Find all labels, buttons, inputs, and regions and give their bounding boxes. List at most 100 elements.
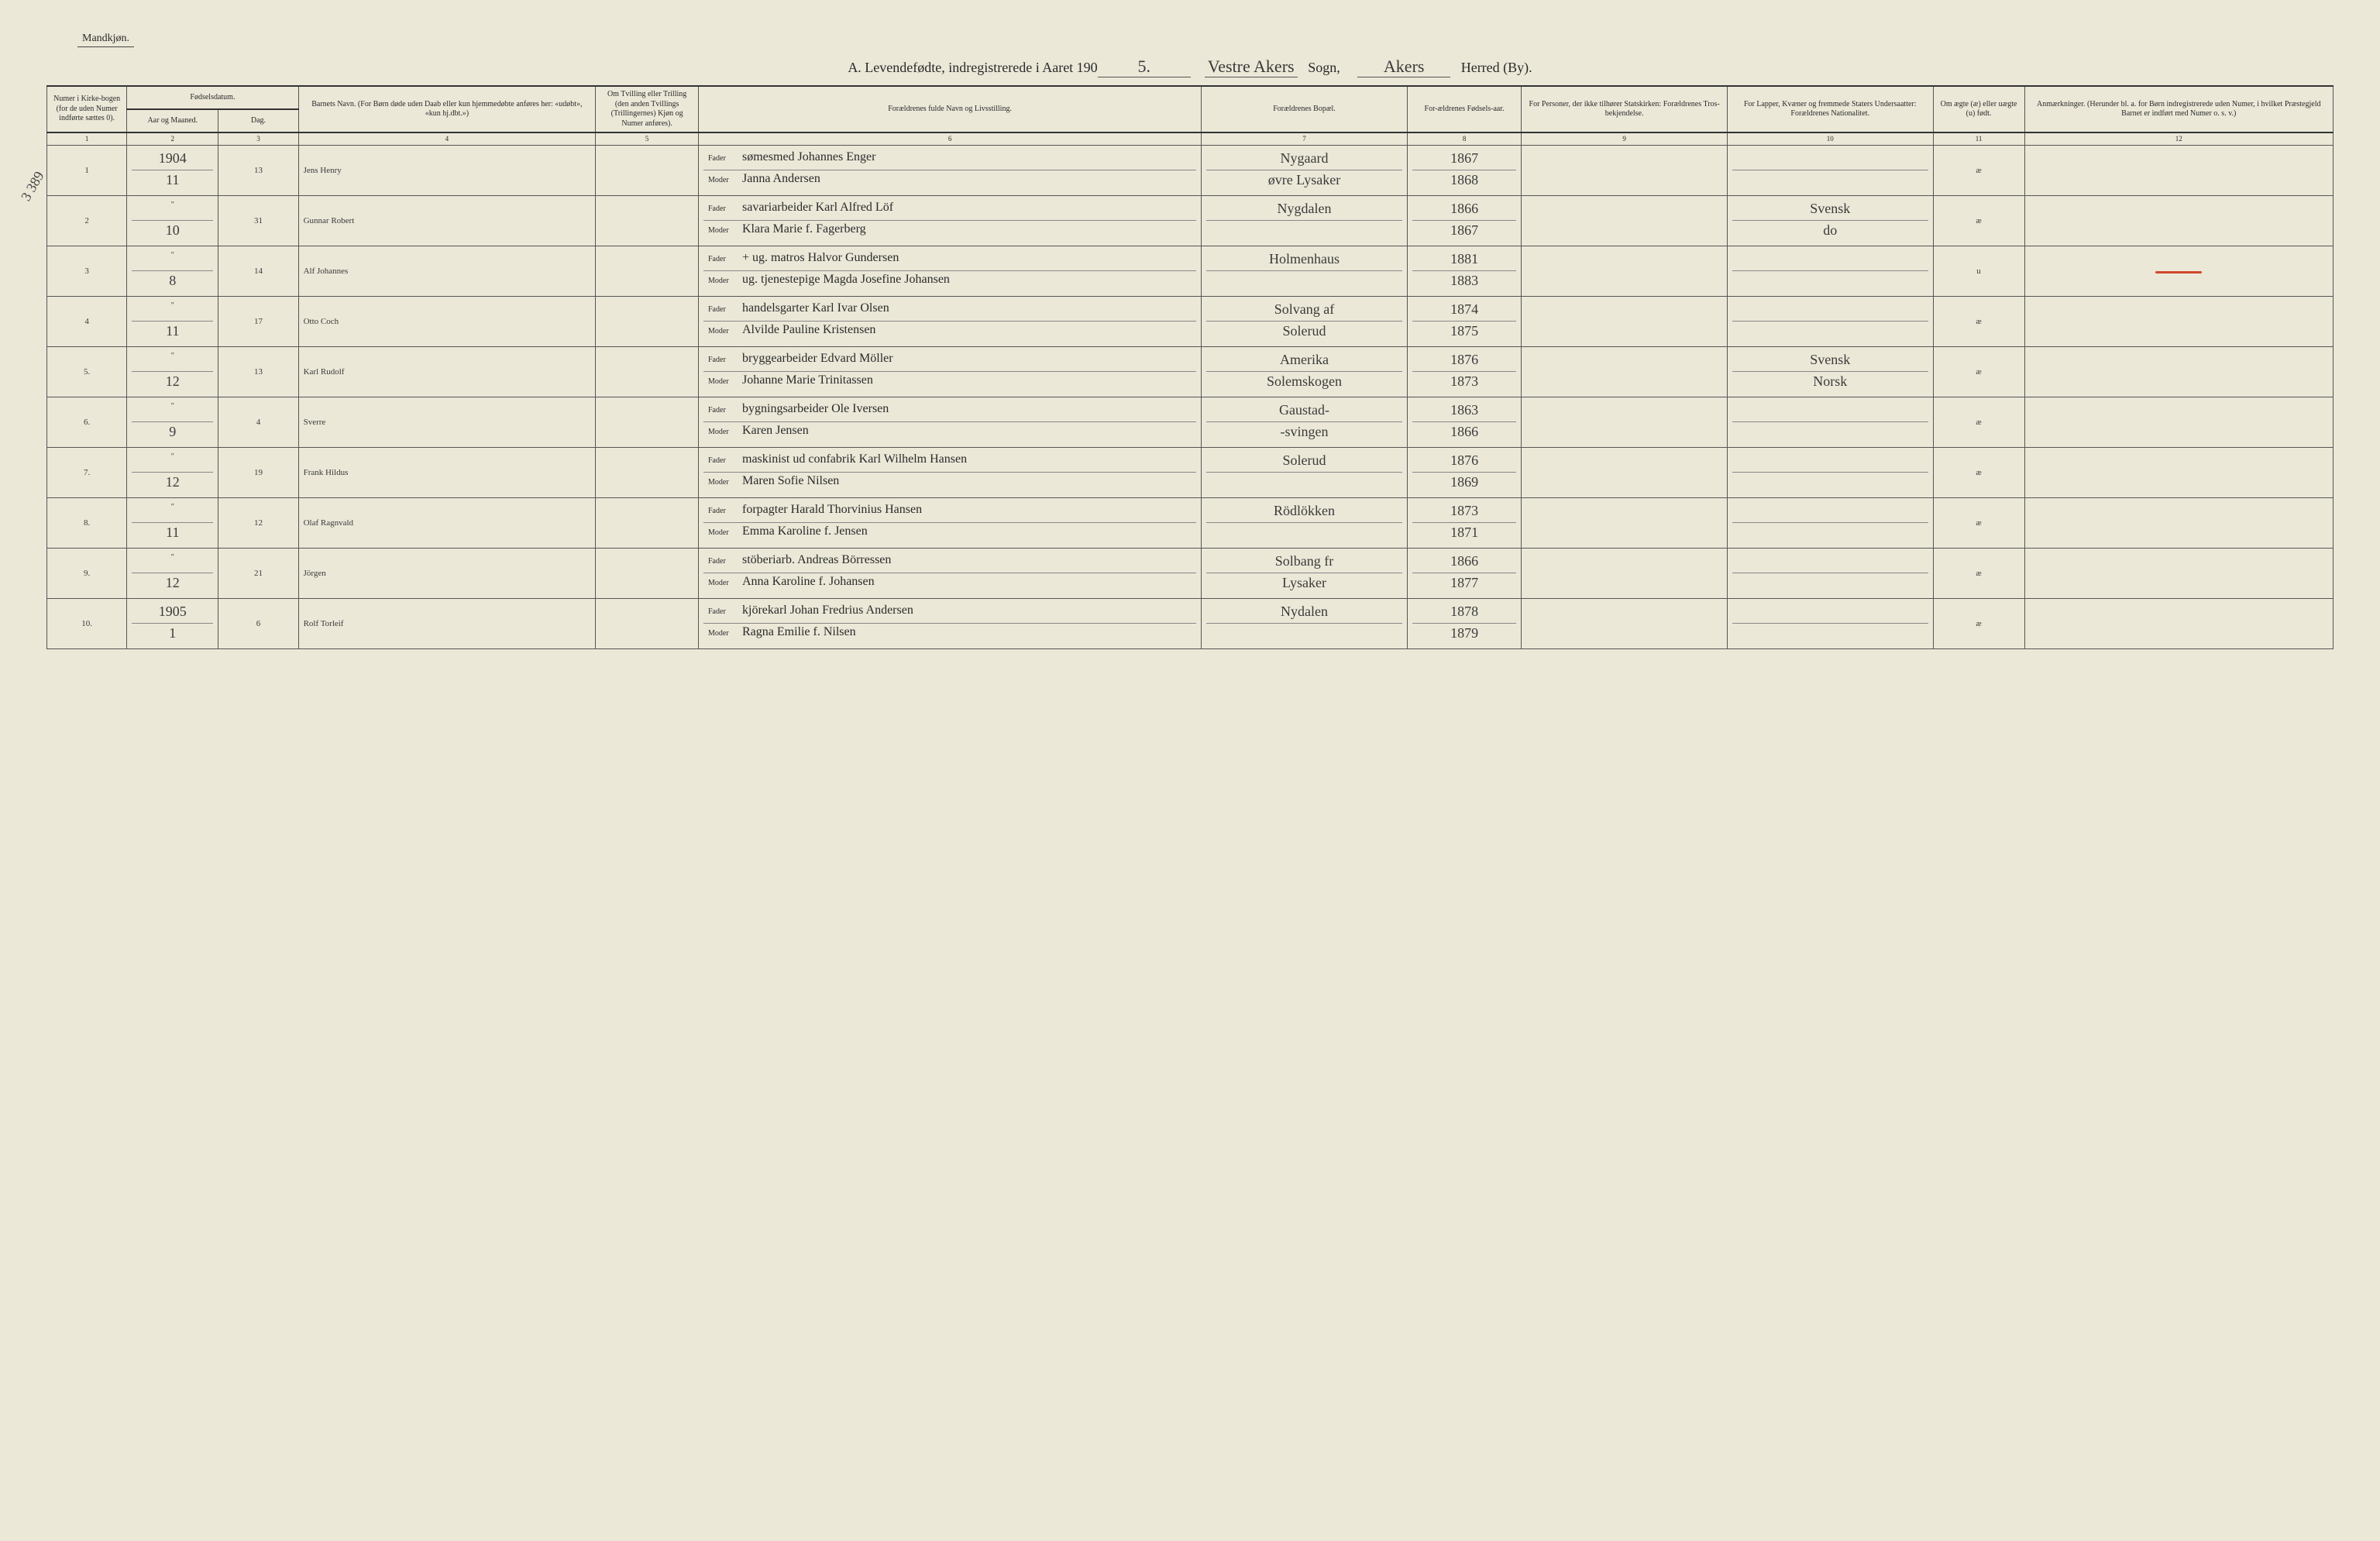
mother-birthyear: 1867: [1412, 221, 1517, 243]
parents-cell: Faderbryggearbeider Edvard Möller ModerJ…: [699, 347, 1202, 397]
year-month-cell: "8: [127, 246, 218, 297]
parents-cell: Fadermaskinist ud confabrik Karl Wilhelm…: [699, 448, 1202, 498]
father-label: Fader: [708, 255, 742, 263]
residence-father: Rödlökken: [1206, 501, 1402, 523]
child-name: Gunnar Robert: [298, 196, 596, 246]
mother-birthyear: 1875: [1412, 322, 1517, 343]
year-month-cell: "12: [127, 549, 218, 599]
month-value: 8: [132, 271, 213, 293]
father-label: Fader: [708, 557, 742, 566]
faith-cell: [1522, 498, 1728, 549]
entry-number: 1: [47, 146, 127, 196]
mother-name: Karen Jensen: [742, 424, 1192, 438]
parent-birthyear-cell: 1876 1873: [1407, 347, 1522, 397]
residence-cell: Nygaard øvre Lysaker: [1202, 146, 1408, 196]
residence-father: Solvang af: [1206, 300, 1402, 322]
father-name: bygningsarbeider Ole Iversen: [742, 402, 1192, 416]
residence-father: Nydalen: [1206, 602, 1402, 624]
register-page: Mandkjøn. A. Levendefødte, indregistrere…: [46, 31, 2334, 649]
colnum-1: 1: [47, 132, 127, 146]
legitimacy: æ: [1933, 549, 2024, 599]
father-birthyear: 1866: [1412, 552, 1517, 573]
mother-label: Moder: [708, 277, 742, 285]
col-header-yearmonth: Aar og Maaned.: [127, 109, 218, 132]
legitimacy: æ: [1933, 196, 2024, 246]
residence-cell: Nydalen: [1202, 599, 1408, 649]
remarks: [2024, 549, 2333, 599]
residence-mother: [1206, 221, 1402, 243]
parent-birthyear-cell: 1867 1868: [1407, 146, 1522, 196]
twin-cell: [596, 146, 699, 196]
nationality-mother: Norsk: [1732, 372, 1928, 394]
child-name: Jens Henry: [298, 146, 596, 196]
table-row: 5. "12 13 Karl Rudolf Faderbryggearbeide…: [47, 347, 2334, 397]
residence-cell: Solerud: [1202, 448, 1408, 498]
child-name: Otto Coch: [298, 297, 596, 347]
twin-cell: [596, 196, 699, 246]
residence-father: Nygdalen: [1206, 199, 1402, 221]
child-name: Rolf Torleif: [298, 599, 596, 649]
father-name: + ug. matros Halvor Gundersen: [742, 251, 1192, 265]
nationality-father: [1732, 401, 1928, 422]
residence-mother: [1206, 271, 1402, 293]
parents-cell: Faderkjörekarl Johan Fredrius Andersen M…: [699, 599, 1202, 649]
legitimacy: æ: [1933, 599, 2024, 649]
residence-father: Holmenhaus: [1206, 249, 1402, 271]
remarks: [2024, 397, 2333, 448]
twin-cell: [596, 246, 699, 297]
nationality-cell: Svensk do: [1727, 196, 1933, 246]
parish-label: Sogn,: [1308, 60, 1340, 75]
child-name: Frank Hildus: [298, 448, 596, 498]
entry-number: 7.: [47, 448, 127, 498]
col-header-faith: For Personer, der ikke tilhører Statskir…: [1522, 86, 1728, 132]
year-month-cell: "10: [127, 196, 218, 246]
nationality-mother: [1732, 422, 1928, 444]
nationality-father: [1732, 300, 1928, 322]
colnum-12: 12: [2024, 132, 2333, 146]
year-month-cell: "12: [127, 347, 218, 397]
mother-name: Janna Andersen: [742, 172, 1192, 186]
table-row: 8. "11 12 Olaf Ragnvald Faderforpagter H…: [47, 498, 2334, 549]
father-birthyear: 1881: [1412, 249, 1517, 271]
parents-cell: Fadersavariarbeider Karl Alfred Löf Mode…: [699, 196, 1202, 246]
col-header-nationality: For Lapper, Kvæner og fremmede Staters U…: [1727, 86, 1933, 132]
nationality-cell: [1727, 297, 1933, 347]
remarks: [2024, 246, 2333, 297]
residence-cell: Holmenhaus: [1202, 246, 1408, 297]
table-row: 10. 19051 6 Rolf Torleif Faderkjörekarl …: [47, 599, 2334, 649]
mother-birthyear: 1883: [1412, 271, 1517, 293]
colnum-10: 10: [1727, 132, 1933, 146]
mother-birthyear: 1873: [1412, 372, 1517, 394]
parents-cell: Faderhandelsgarter Karl Ivar Olsen Moder…: [699, 297, 1202, 347]
mother-name: Ragna Emilie f. Nilsen: [742, 625, 1192, 639]
district-label: Herred (By).: [1461, 60, 1532, 75]
mother-label: Moder: [708, 327, 742, 335]
mother-label: Moder: [708, 629, 742, 638]
remarks: [2024, 196, 2333, 246]
twin-cell: [596, 498, 699, 549]
month-value: 12: [132, 372, 213, 394]
nationality-cell: [1727, 397, 1933, 448]
gender-label: Mandkjøn.: [77, 31, 134, 47]
father-name: forpagter Harald Thorvinius Hansen: [742, 503, 1192, 517]
faith-cell: [1522, 599, 1728, 649]
nationality-mother: [1732, 473, 1928, 494]
legitimacy: æ: [1933, 347, 2024, 397]
residence-mother: Solerud: [1206, 322, 1402, 343]
parent-birthyear-cell: 1873 1871: [1407, 498, 1522, 549]
faith-cell: [1522, 347, 1728, 397]
father-name: bryggearbeider Edvard Möller: [742, 352, 1192, 366]
nationality-mother: [1732, 271, 1928, 293]
month-value: 10: [132, 221, 213, 243]
month-value: 9: [132, 422, 213, 444]
nationality-mother: [1732, 573, 1928, 595]
table-row: 1 190411 13 Jens Henry Fadersømesmed Joh…: [47, 146, 2334, 196]
mother-birthyear: 1869: [1412, 473, 1517, 494]
col-header-twin: Om Tvilling eller Trilling (den anden Tv…: [596, 86, 699, 132]
residence-mother: øvre Lysaker: [1206, 170, 1402, 192]
parent-birthyear-cell: 1876 1869: [1407, 448, 1522, 498]
parents-cell: Faderbygningsarbeider Ole Iversen ModerK…: [699, 397, 1202, 448]
nationality-cell: [1727, 549, 1933, 599]
ditto-mark: ": [132, 401, 213, 422]
father-name: kjörekarl Johan Fredrius Andersen: [742, 604, 1192, 617]
